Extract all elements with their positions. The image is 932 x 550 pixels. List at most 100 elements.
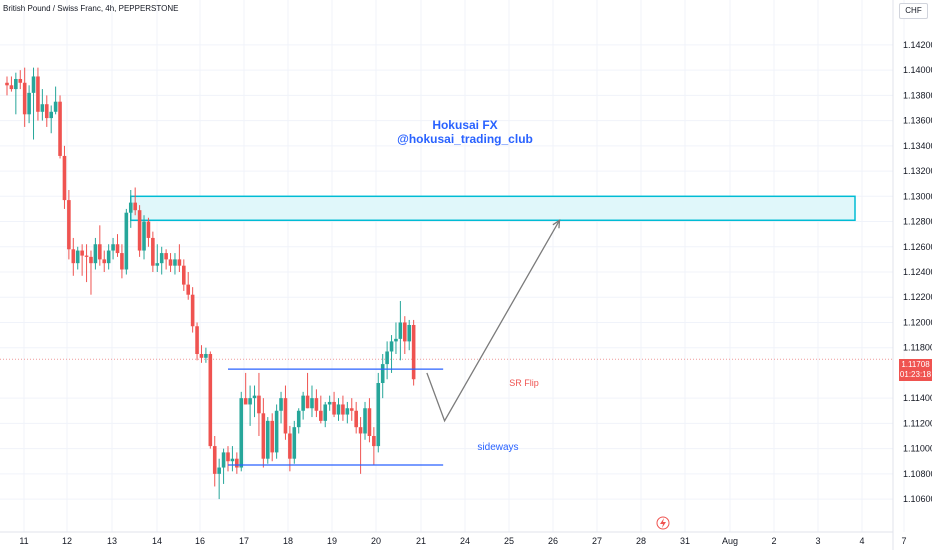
time-tick-label: 11 [19,536,28,546]
candle-body [336,404,341,415]
currency-selector[interactable]: CHF [899,3,928,19]
price-tick-label: 1.11400 [903,393,932,403]
candle-body [18,78,23,83]
candle-body [389,341,394,352]
candle-body [62,155,67,201]
candle-body [212,446,217,474]
price-tick-label: 1.10800 [903,469,932,479]
candle-body [58,101,62,156]
price-tick-label: 1.13200 [903,166,932,176]
candle-body [128,202,133,213]
candle-body [49,111,53,119]
candle-body [190,294,195,327]
price-tick-label: 1.10600 [903,494,932,504]
time-tick-label: 16 [195,536,205,546]
candle-body [40,104,45,112]
candle-body [301,395,305,411]
candle-body [332,401,336,415]
candle-body [292,427,297,459]
candle-body [283,398,288,434]
candle-body [319,410,323,421]
candle-body [358,427,363,434]
candles [5,67,416,500]
candle-body [327,401,332,405]
price-tick-label: 1.11200 [903,418,932,428]
candle-body [67,200,71,250]
candle-body [111,244,115,251]
candle-body [137,210,142,251]
candle-body [239,398,244,468]
time-tick-label: 12 [62,536,72,546]
time-tick-label: 19 [327,536,337,546]
grid [0,0,905,532]
time-tick-label: 7 [901,536,906,546]
candle-body [173,259,177,266]
price-tick-label: 1.12000 [903,317,932,327]
candle-body [221,452,226,468]
candle-body [349,408,354,411]
zones [130,195,856,222]
candle-body [98,244,102,260]
price-tick-label: 1.12600 [903,242,932,252]
candle-body [177,259,182,266]
projection-arrowhead [552,218,561,229]
time-tick-label: 28 [636,536,646,546]
candle-body [164,253,168,260]
price-axis[interactable]: 1.14200 1.14000 1.13800 1.13600 1.13400 1.132… [892,0,932,550]
price-tick-label: 1.12200 [903,292,932,302]
time-tick-label: 26 [548,536,558,546]
brand-watermark: Hokusai FX [432,118,497,132]
candle-body [75,250,80,264]
time-axis[interactable]: 11 12 13 14 16 17 18 19 20 21 24 25 26 27 28 31 Aug 2 3 4 7 [0,531,907,546]
price-tick-label: 1.14000 [903,65,932,75]
price-tick-label: 1.13600 [903,116,932,126]
candle-body [407,324,412,342]
candle-body [279,398,283,411]
candle-body [151,237,155,266]
time-tick-label: 4 [859,536,864,546]
candle-body [186,284,191,295]
candle-body [155,263,160,266]
candle-body [248,398,252,405]
candle-body [394,338,398,342]
candle-body [323,404,328,421]
candle-body [36,76,40,112]
candle-body [372,436,376,447]
time-tick-label: 3 [815,536,820,546]
price-tick-label: 1.12800 [903,217,932,227]
candle-body [89,256,93,264]
lightning-icon[interactable] [656,516,670,530]
candle-body [314,398,319,411]
candle-body [102,259,107,264]
candle-body [367,408,372,436]
time-tick-label: 20 [371,536,381,546]
price-tick-label: 1.11800 [903,343,932,353]
candle-body [398,322,403,339]
current-price-tag: 1.11708 01:23:18 [899,359,932,381]
candle-body [341,404,345,415]
time-tick-label: 25 [504,536,514,546]
candle-body [274,410,279,453]
candle-body [243,398,248,405]
candle-body [142,221,146,251]
time-tick-label: Aug [722,536,738,546]
range-lines [228,218,561,466]
time-tick-label: 24 [460,536,470,546]
candle-body [305,395,310,409]
candle-body [124,212,129,270]
chart-title: British Pound / Swiss Franc, 4h, PEPPERS… [3,4,178,13]
candle-body [133,202,137,211]
candle-body [120,253,124,270]
candle-body [257,395,261,414]
time-tick-label: 27 [592,536,602,546]
time-tick-label: 21 [416,536,426,546]
candle-body [376,383,381,447]
candle-body [9,85,14,90]
candle-body [208,354,213,447]
candle-body [106,250,111,264]
price-tick-label: 1.13800 [903,90,932,100]
time-tick-label: 13 [107,536,117,546]
projection-path [426,219,561,423]
candle-body [14,78,18,90]
